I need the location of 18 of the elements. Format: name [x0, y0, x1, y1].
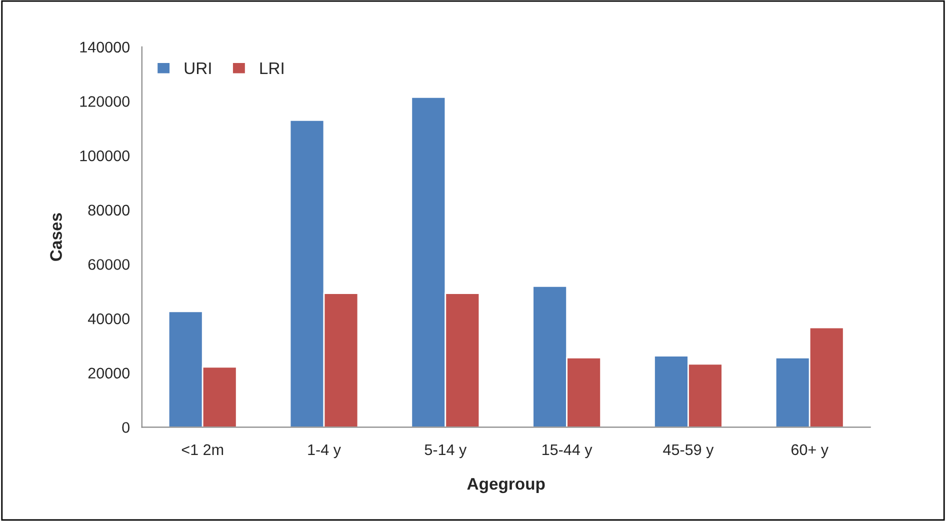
- y-axis-title: Cases: [50, 213, 62, 261]
- y-tick-label: 80000: [88, 204, 130, 216]
- x-tick-label: 5-14 y: [424, 444, 467, 458]
- x-tick-label: <1 2m: [182, 444, 224, 455]
- y-tick-label: 140000: [80, 42, 130, 53]
- x-tick-label: 45-59 y: [663, 444, 714, 458]
- y-tick-label: 120000: [80, 96, 130, 107]
- y-tick-label: 100000: [80, 150, 130, 162]
- y-tick-label: 40000: [88, 313, 130, 324]
- x-axis-title: Agegroup: [467, 478, 545, 494]
- legend-label: LRI: [260, 62, 284, 74]
- legend-label: URI: [184, 62, 211, 74]
- x-tick-label: 60+ y: [791, 444, 828, 458]
- x-tick-label: 15-44 y: [542, 444, 592, 458]
- x-tick-label: 1-4 y: [308, 444, 341, 458]
- y-tick-label: 20000: [88, 368, 130, 379]
- y-tick-label: 60000: [88, 259, 130, 270]
- y-tick-label: 0: [122, 422, 130, 433]
